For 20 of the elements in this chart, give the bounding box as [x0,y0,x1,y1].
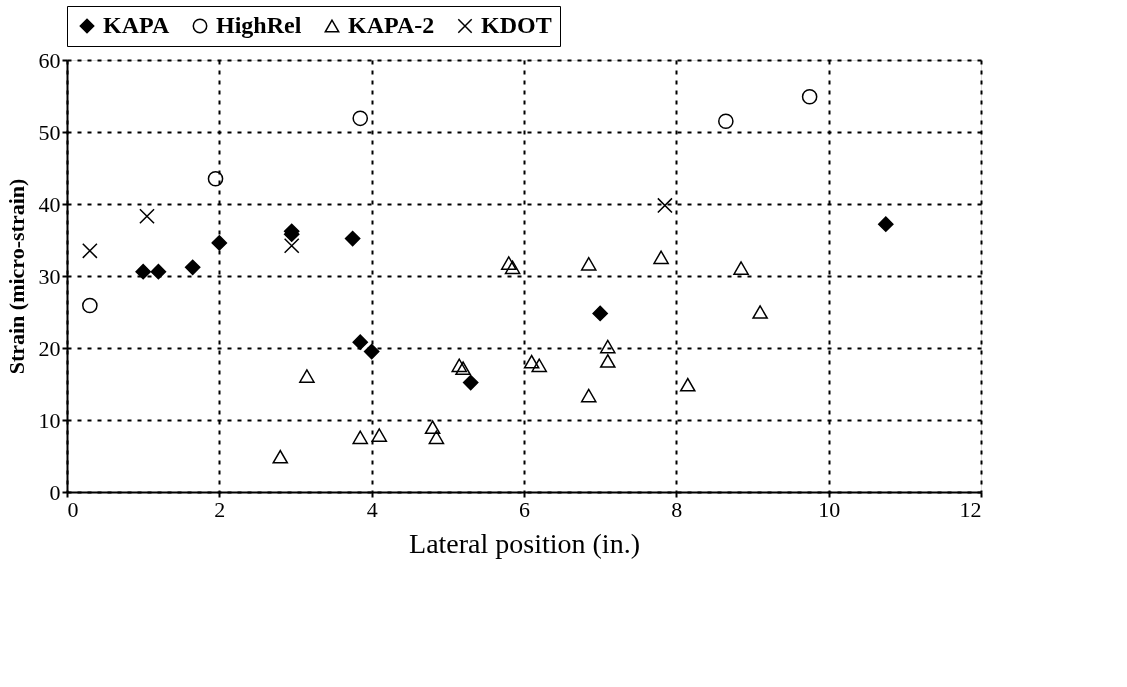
x-tick-label: 10 [818,496,841,522]
x-tick-label: 6 [519,496,530,522]
x-tick-label: 4 [366,496,378,522]
y-tick-label: 60 [38,47,61,73]
x-tick-label: 0 [67,496,79,522]
y-tick-label: 20 [38,335,61,361]
y-tick-label: 50 [38,119,61,145]
legend-label: KAPA [103,12,170,38]
x-axis-title: Lateral position (in.) [409,527,640,559]
x-tick-label: 8 [671,496,683,522]
legend-label: KAPA-2 [348,12,435,38]
legend-label: HighRel [216,12,302,38]
x-tick-label: 2 [214,496,226,522]
y-axis-title: Strain (micro-strain) [3,178,29,375]
y-tick-label: 0 [49,479,61,505]
x-tick-label: 12 [959,496,982,522]
y-tick-label: 30 [38,263,61,289]
y-tick-label: 10 [38,407,61,433]
y-tick-label: 40 [38,191,61,217]
legend-label: KDOT [481,12,552,38]
